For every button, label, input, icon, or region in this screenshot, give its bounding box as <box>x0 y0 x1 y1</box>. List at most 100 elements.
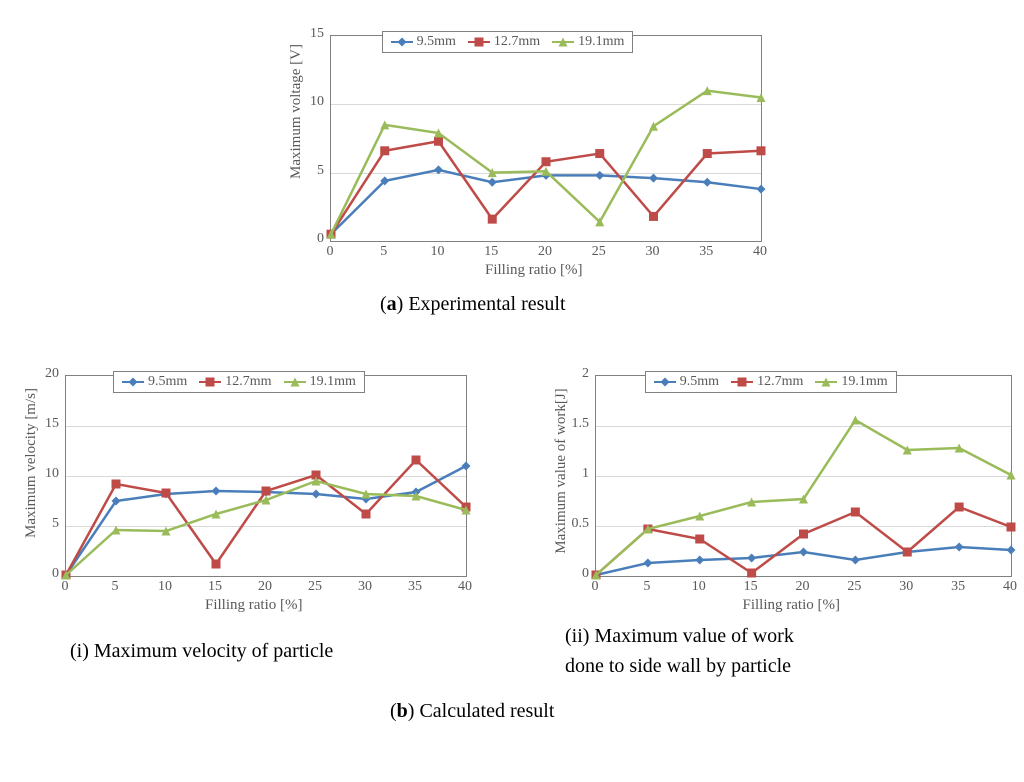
series-marker <box>1007 523 1016 532</box>
legend-item: 9.5mm <box>654 374 719 390</box>
legend-line-icon <box>552 41 574 43</box>
plot-area <box>595 375 1012 577</box>
chart-a-block: 0510150510152025303540Maximum voltage [V… <box>260 10 770 295</box>
series-marker <box>695 535 704 544</box>
x-tick-label: 0 <box>318 244 342 260</box>
series-marker <box>434 137 443 146</box>
series-line <box>596 507 1011 575</box>
legend: 9.5mm 12.7mm 19.1mm <box>645 371 897 393</box>
legend-label: 19.1mm <box>310 374 356 390</box>
series-marker <box>462 462 471 471</box>
series-marker <box>162 489 171 498</box>
series-marker <box>412 456 421 465</box>
y-tick-label: 1 <box>582 466 589 482</box>
legend-line-icon <box>731 381 753 383</box>
series-layer <box>331 36 761 241</box>
x-tick-label: 5 <box>372 244 396 260</box>
y-tick-label: 1.5 <box>572 416 590 432</box>
series-marker <box>643 559 652 568</box>
x-tick-label: 15 <box>479 244 503 260</box>
legend: 9.5mm 12.7mm 19.1mm <box>113 371 365 393</box>
series-marker <box>649 174 658 183</box>
legend-item: 9.5mm <box>122 374 187 390</box>
legend-item: 19.1mm <box>284 374 356 390</box>
series-marker <box>488 215 497 224</box>
x-tick-label: 0 <box>583 579 607 595</box>
legend-item: 12.7mm <box>731 374 803 390</box>
series-marker <box>695 556 704 565</box>
series-layer <box>596 376 1011 576</box>
series-line <box>66 460 466 575</box>
x-tick-label: 20 <box>253 579 277 595</box>
legend-line-icon <box>199 381 221 383</box>
y-tick-label: 5 <box>317 163 324 179</box>
x-axis-label: Filling ratio [%] <box>743 597 841 614</box>
series-marker <box>1007 546 1016 555</box>
series-marker <box>747 554 756 563</box>
series-marker <box>799 548 808 557</box>
x-tick-label: 40 <box>453 579 477 595</box>
legend-item: 12.7mm <box>199 374 271 390</box>
x-tick-label: 20 <box>791 579 815 595</box>
x-tick-label: 30 <box>894 579 918 595</box>
series-marker <box>1007 471 1016 480</box>
x-tick-label: 15 <box>203 579 227 595</box>
legend-label: 19.1mm <box>578 34 624 50</box>
chart-bi-block: 051015200510152025303540Maximum velocity… <box>10 350 475 630</box>
series-marker <box>955 503 964 512</box>
y-tick-label: 2 <box>582 366 589 382</box>
y-tick-label: 5 <box>52 516 59 532</box>
x-tick-label: 10 <box>426 244 450 260</box>
x-tick-label: 10 <box>687 579 711 595</box>
x-tick-label: 30 <box>641 244 665 260</box>
series-marker <box>799 530 808 539</box>
x-axis-label: Filling ratio [%] <box>205 597 303 614</box>
x-tick-label: 25 <box>842 579 866 595</box>
caption-bi: (i) Maximum velocity of particle <box>70 640 333 663</box>
x-tick-label: 35 <box>946 579 970 595</box>
caption-b-text: Calculated result <box>419 700 554 722</box>
x-tick-label: 40 <box>748 244 772 260</box>
legend-label: 9.5mm <box>148 374 187 390</box>
series-marker <box>903 548 912 557</box>
series-marker <box>851 556 860 565</box>
x-tick-label: 30 <box>353 579 377 595</box>
series-line <box>66 466 466 575</box>
series-marker <box>542 157 551 166</box>
series-marker <box>851 416 860 425</box>
series-marker <box>757 185 766 194</box>
y-tick-label: 0.5 <box>572 516 590 532</box>
series-marker <box>649 212 658 221</box>
legend-label: 12.7mm <box>225 374 271 390</box>
legend-label: 12.7mm <box>757 374 803 390</box>
legend-item: 19.1mm <box>815 374 887 390</box>
x-tick-label: 15 <box>739 579 763 595</box>
series-marker <box>434 165 443 174</box>
series-layer <box>66 376 466 576</box>
x-tick-label: 20 <box>533 244 557 260</box>
caption-b-bold: b <box>397 700 408 722</box>
series-marker <box>851 508 860 517</box>
series-marker <box>212 487 221 496</box>
legend-line-icon <box>468 41 490 43</box>
series-marker <box>595 149 604 158</box>
legend-line-icon <box>284 381 306 383</box>
series-marker <box>955 543 964 552</box>
y-tick-label: 15 <box>310 26 324 42</box>
x-tick-label: 5 <box>103 579 127 595</box>
x-tick-label: 35 <box>403 579 427 595</box>
series-marker <box>380 146 389 155</box>
series-marker <box>212 560 221 569</box>
legend-line-icon <box>391 41 413 43</box>
x-tick-label: 0 <box>53 579 77 595</box>
y-tick-label: 15 <box>45 416 59 432</box>
series-marker <box>112 480 121 489</box>
x-tick-label: 25 <box>303 579 327 595</box>
series-line <box>331 141 761 234</box>
series-marker <box>703 149 712 158</box>
legend-line-icon <box>815 381 837 383</box>
series-marker <box>362 510 371 519</box>
y-axis-label: Maximum voltage [V] <box>288 9 305 214</box>
legend-item: 9.5mm <box>391 34 456 50</box>
series-marker <box>757 146 766 155</box>
